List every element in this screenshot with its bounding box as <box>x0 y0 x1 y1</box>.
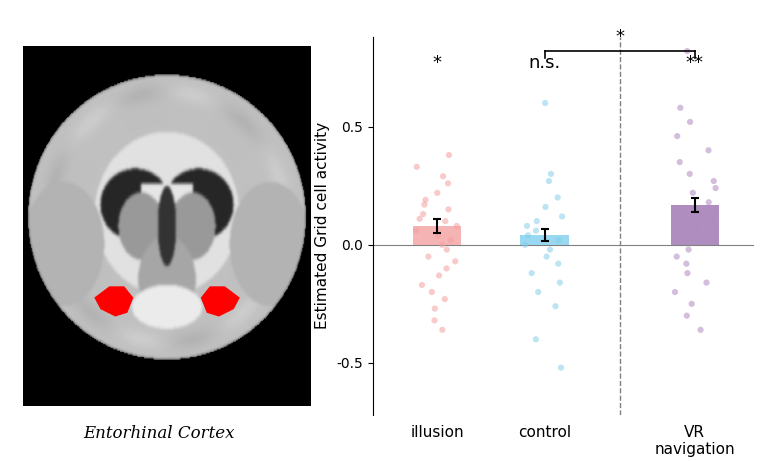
Point <box>431 232 444 239</box>
Bar <box>521 236 569 245</box>
Point <box>700 279 713 286</box>
Point <box>420 196 432 204</box>
Point <box>684 118 696 126</box>
Point <box>449 258 462 265</box>
Point <box>678 206 690 213</box>
Point <box>519 241 531 248</box>
Bar <box>413 226 462 245</box>
Point <box>437 172 449 180</box>
Point <box>680 260 692 267</box>
Point <box>416 281 428 289</box>
Point <box>426 289 438 296</box>
Point <box>544 246 556 253</box>
Point <box>692 213 705 220</box>
Point <box>687 189 699 196</box>
Point <box>521 222 533 230</box>
Point <box>706 218 718 225</box>
Point <box>530 336 542 343</box>
Point <box>681 47 693 55</box>
Point <box>545 170 557 177</box>
Point <box>444 236 457 244</box>
Point <box>436 326 448 334</box>
Polygon shape <box>95 287 133 316</box>
Point <box>439 218 451 225</box>
Point <box>443 151 455 159</box>
Point <box>554 279 566 286</box>
Point <box>451 222 463 230</box>
Text: *: * <box>615 28 624 47</box>
Point <box>436 241 448 248</box>
Point <box>542 177 555 185</box>
Bar <box>671 205 719 245</box>
Point <box>530 227 542 234</box>
Y-axis label: Estimated Grid cell activity: Estimated Grid cell activity <box>315 122 329 330</box>
Point <box>410 163 423 171</box>
Point <box>669 289 681 296</box>
Point <box>671 253 683 260</box>
Point <box>684 170 696 177</box>
Point <box>674 104 687 112</box>
Text: n.s.: n.s. <box>528 54 561 72</box>
Text: *: * <box>433 54 442 72</box>
Point <box>438 296 451 303</box>
Point <box>532 289 545 296</box>
Point <box>422 253 434 260</box>
Point <box>413 215 426 223</box>
Point <box>522 232 535 239</box>
Point <box>555 364 567 372</box>
Point <box>702 147 715 154</box>
Point <box>681 312 693 319</box>
Point <box>442 206 455 213</box>
Point <box>441 246 453 253</box>
Point <box>552 260 564 267</box>
Point <box>549 302 562 310</box>
Point <box>685 300 698 307</box>
Point <box>409 227 422 234</box>
Text: **: ** <box>686 54 704 72</box>
Point <box>682 246 695 253</box>
Text: Entorhinal Cortex: Entorhinal Cortex <box>84 425 235 442</box>
Point <box>433 272 445 279</box>
Point <box>539 100 552 107</box>
Polygon shape <box>201 287 239 316</box>
Point <box>708 177 720 185</box>
Point <box>692 229 705 236</box>
Point <box>429 305 441 312</box>
Point <box>681 269 694 277</box>
Point <box>709 184 722 192</box>
Point <box>428 317 441 324</box>
Point <box>669 236 681 244</box>
Point <box>556 213 568 220</box>
Point <box>671 132 684 140</box>
Point <box>431 189 444 196</box>
Point <box>674 159 686 166</box>
Point <box>540 253 552 260</box>
Point <box>695 326 707 334</box>
Point <box>690 222 702 230</box>
Point <box>525 269 538 277</box>
Point <box>552 236 565 244</box>
Point <box>531 218 543 225</box>
Point <box>539 203 552 211</box>
Point <box>442 180 455 187</box>
Point <box>418 201 430 208</box>
Point <box>552 194 564 201</box>
Point <box>441 265 453 272</box>
Point <box>702 199 715 206</box>
Point <box>417 210 430 218</box>
